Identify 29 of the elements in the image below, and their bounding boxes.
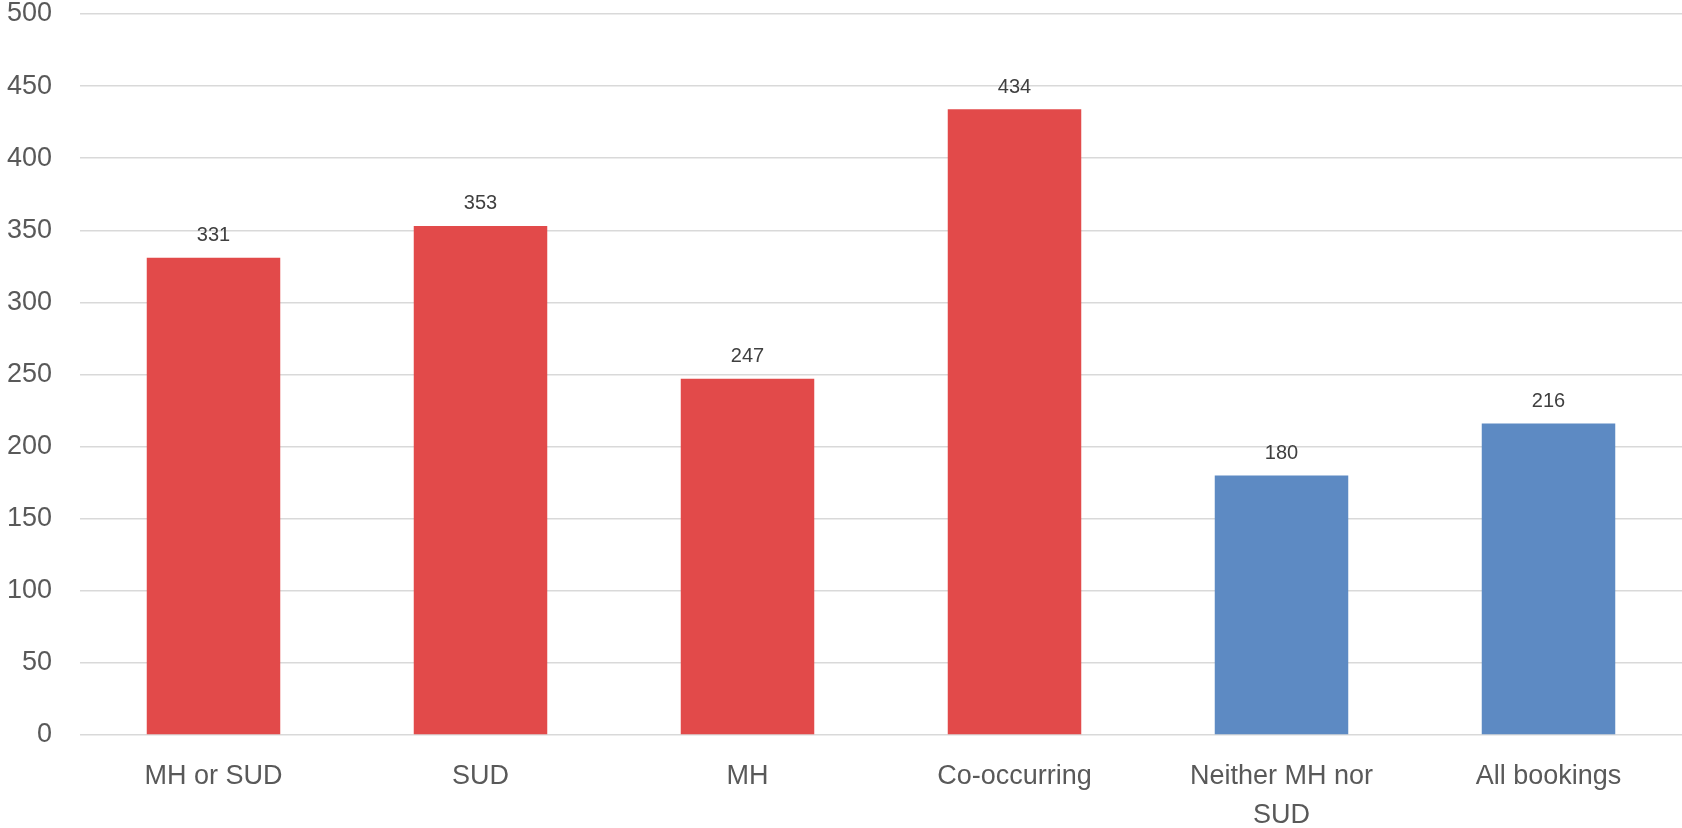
y-tick-label: 450 <box>6 69 52 100</box>
data-label: 434 <box>997 74 1032 97</box>
x-tick-label: Neither MH nor SUD <box>1189 760 1374 828</box>
bar <box>1481 423 1616 735</box>
x-tick-label: MH <box>726 760 769 791</box>
y-tick-label: 100 <box>6 574 52 605</box>
x-tick-label: Co-occurring <box>937 760 1092 791</box>
y-tick-label: 150 <box>6 502 52 533</box>
bar <box>1214 475 1349 735</box>
y-tick-label: 0 <box>36 718 52 749</box>
x-tick-label: SUD <box>451 760 510 791</box>
bar <box>413 225 548 735</box>
y-tick-label: 400 <box>6 141 52 172</box>
y-tick-label: 500 <box>6 0 52 28</box>
bar <box>947 109 1082 735</box>
data-label: 216 <box>1531 389 1566 412</box>
y-tick-label: 50 <box>21 646 52 677</box>
bar <box>146 257 281 735</box>
y-tick-label: 300 <box>6 285 52 316</box>
data-label: 353 <box>463 191 498 214</box>
data-label: 331 <box>196 223 231 246</box>
y-tick-label: 250 <box>6 357 52 388</box>
data-label: 180 <box>1264 440 1299 463</box>
data-label: 247 <box>730 344 765 367</box>
y-tick-label: 350 <box>6 213 52 244</box>
x-tick-label: MH or SUD <box>144 760 283 791</box>
x-tick-label: All bookings <box>1475 760 1622 791</box>
y-tick-label: 200 <box>6 430 52 461</box>
bar <box>680 378 815 735</box>
